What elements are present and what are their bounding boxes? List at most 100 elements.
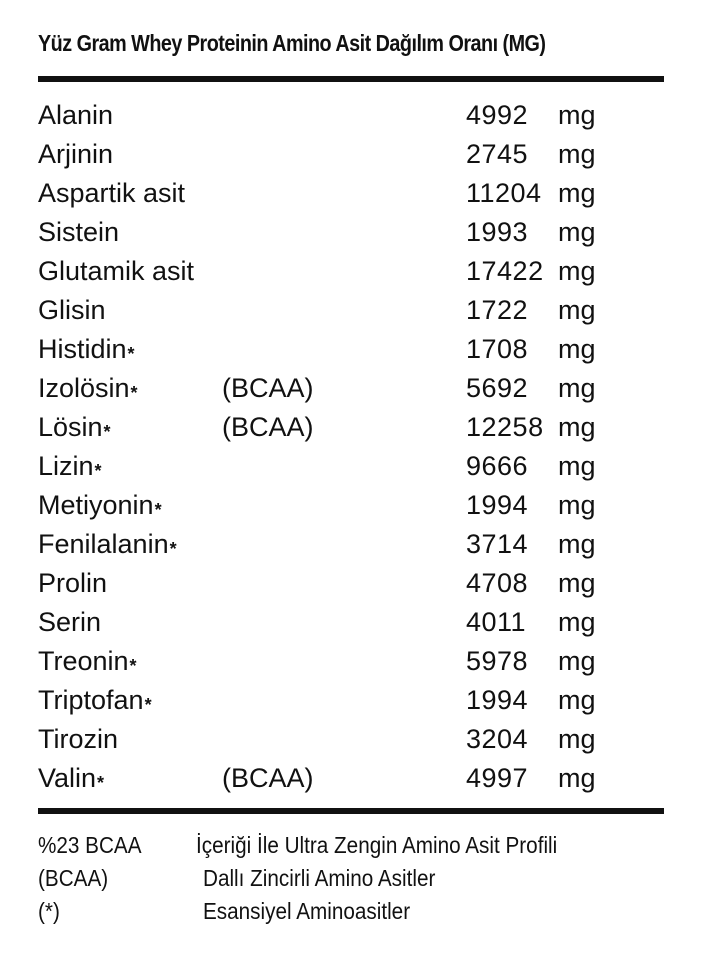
footnote-key: (BCAA) [38, 865, 109, 891]
table-row: Sistein 1993 mg [0, 213, 702, 252]
bottom-divider [38, 808, 664, 814]
amount-unit: mg [558, 373, 596, 403]
amount-value: 2745 [466, 139, 529, 169]
essential-marker: * [129, 656, 137, 676]
name-text: Prolin [38, 568, 108, 598]
essential-marker: * [169, 539, 177, 559]
table-row: Fenilalanin* 3714 mg [0, 525, 702, 564]
amount-value: 12258 [466, 412, 544, 442]
amino-acid-name: Fenilalanin* [38, 525, 177, 569]
name-text: Triptofan [38, 685, 144, 715]
table-row: Glisin 1722 mg [0, 291, 702, 330]
amount-value: 1708 [466, 334, 529, 364]
bcaa-tag: (BCAA) [222, 763, 314, 793]
name-text: Fenilalanin [38, 529, 169, 559]
name-text: Valin [38, 763, 97, 793]
table-row: Aspartik asit 11204 mg [0, 174, 702, 213]
amino-acid-name: Lizin* [38, 447, 102, 491]
footnote-key: (*) [38, 898, 60, 924]
amount-unit: mg [558, 685, 596, 715]
name-text: Glutamik asit [38, 256, 195, 286]
name-text: Sistein [38, 217, 120, 247]
table-row: Arjinin 2745 mg [0, 135, 702, 174]
name-text: Aspartik asit [38, 178, 186, 208]
amount-unit: mg [558, 217, 596, 247]
amino-acid-name: Sistein [38, 213, 120, 257]
amount-value: 3204 [466, 724, 529, 754]
amount-unit: mg [558, 295, 596, 325]
table-row: Izolösin* (BCAA) 5692 mg [0, 369, 702, 408]
name-text: Histidin [38, 334, 127, 364]
amount-value: 4997 [466, 763, 529, 793]
name-text: Glisin [38, 295, 106, 325]
footnote-key: %23 BCAA [38, 832, 142, 858]
essential-marker: * [103, 422, 111, 442]
amount-unit: mg [558, 763, 596, 793]
name-text: Metiyonin [38, 490, 154, 520]
amount-unit: mg [558, 724, 596, 754]
amino-acid-name: Izolösin* [38, 369, 138, 413]
amount-unit: mg [558, 100, 596, 130]
table-row: Tirozin 3204 mg [0, 720, 702, 759]
amount-value: 9666 [466, 451, 529, 481]
amount-value: 1722 [466, 295, 529, 325]
amino-acid-name: Tirozin [38, 720, 119, 764]
amino-acid-name: Triptofan* [38, 681, 152, 725]
amount-unit: mg [558, 412, 596, 442]
amount-value: 1993 [466, 217, 529, 247]
footnote-text: Dallı Zincirli Amino Asitler [203, 865, 436, 891]
essential-marker: * [127, 344, 135, 364]
amount-value: 5692 [466, 373, 529, 403]
amount-unit: mg [558, 529, 596, 559]
amount-unit: mg [558, 646, 596, 676]
name-text: Lösin [38, 412, 103, 442]
essential-marker: * [97, 773, 105, 793]
amount-unit: mg [558, 139, 596, 169]
table-title: Yüz Gram Whey Proteinin Amino Asit Dağıl… [38, 30, 546, 56]
footnote-text: Esansiyel Aminoasitler [203, 898, 411, 924]
amino-acid-name: Lösin* [38, 408, 111, 452]
amount-value: 4992 [466, 100, 529, 130]
amino-acid-name: Glisin [38, 291, 107, 335]
amino-acid-name: Arjinin [38, 135, 114, 179]
amino-acid-name: Valin* [38, 759, 104, 803]
essential-marker: * [144, 695, 152, 715]
amino-acid-name: Glutamik asit [38, 252, 195, 296]
name-text: Tirozin [38, 724, 119, 754]
amount-value: 5978 [466, 646, 529, 676]
table-row: Treonin* 5978 mg [0, 642, 702, 681]
table-row: Metiyonin* 1994 mg [0, 486, 702, 525]
table-row: Lizin* 9666 mg [0, 447, 702, 486]
amount-unit: mg [558, 334, 596, 364]
amount-value: 17422 [466, 256, 544, 286]
amount-value: 1994 [466, 490, 529, 520]
amino-acid-name: Treonin* [38, 642, 137, 686]
footnote-text: İçeriği İle Ultra Zengin Amino Asit Prof… [196, 832, 558, 858]
amino-acid-name: Serin [38, 603, 102, 647]
bcaa-tag: (BCAA) [222, 412, 314, 442]
table-row: Alanin 4992 mg [0, 96, 702, 135]
name-text: Arjinin [38, 139, 114, 169]
essential-marker: * [154, 500, 162, 520]
essential-marker: * [94, 461, 102, 481]
amount-unit: mg [558, 607, 596, 637]
amino-acid-name: Metiyonin* [38, 486, 162, 530]
amount-value: 11204 [466, 178, 542, 208]
amount-value: 4708 [466, 568, 529, 598]
table-row: Serin 4011 mg [0, 603, 702, 642]
name-text: Treonin [38, 646, 129, 676]
essential-marker: * [130, 383, 138, 403]
amino-acid-name: Histidin* [38, 330, 135, 374]
amino-acid-name: Prolin [38, 564, 108, 608]
table-row: Prolin 4708 mg [0, 564, 702, 603]
amino-acid-name: Aspartik asit [38, 174, 186, 218]
amount-value: 4011 [466, 607, 527, 637]
amount-unit: mg [558, 568, 596, 598]
table-row: Glutamik asit 17422 mg [0, 252, 702, 291]
table-row: Triptofan* 1994 mg [0, 681, 702, 720]
amount-unit: mg [558, 451, 596, 481]
amount-unit: mg [558, 490, 596, 520]
amount-unit: mg [558, 178, 596, 208]
name-text: Alanin [38, 100, 114, 130]
amino-acid-name: Alanin [38, 96, 114, 140]
